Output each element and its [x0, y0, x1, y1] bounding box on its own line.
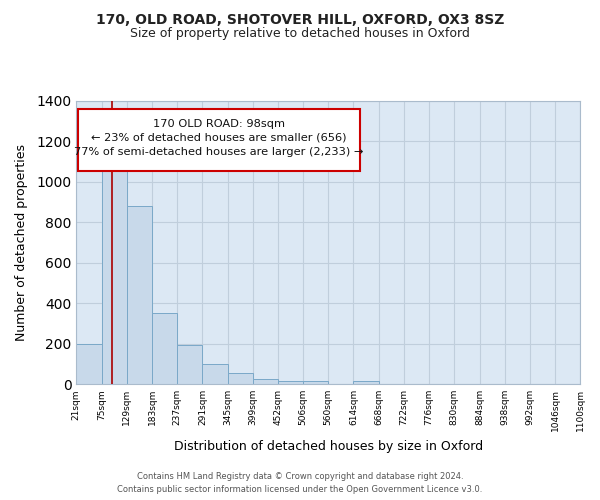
Bar	[303, 381, 328, 384]
Text: Contains public sector information licensed under the Open Government Licence v3: Contains public sector information licen…	[118, 485, 482, 494]
Bar	[278, 381, 303, 384]
Bar	[152, 314, 177, 384]
Bar	[76, 344, 101, 384]
Bar	[228, 373, 253, 384]
X-axis label: Distribution of detached houses by size in Oxford: Distribution of detached houses by size …	[174, 440, 483, 452]
Bar	[253, 379, 278, 384]
Text: 170, OLD ROAD, SHOTOVER HILL, OXFORD, OX3 8SZ: 170, OLD ROAD, SHOTOVER HILL, OXFORD, OX…	[96, 12, 504, 26]
Bar	[202, 364, 228, 384]
Bar	[127, 206, 152, 384]
Text: Contains HM Land Registry data © Crown copyright and database right 2024.: Contains HM Land Registry data © Crown c…	[137, 472, 463, 481]
Y-axis label: Number of detached properties: Number of detached properties	[15, 144, 28, 341]
Bar	[353, 381, 379, 384]
Text: 170 OLD ROAD: 98sqm
← 23% of detached houses are smaller (656)
77% of semi-detac: 170 OLD ROAD: 98sqm ← 23% of detached ho…	[74, 118, 364, 156]
Bar	[101, 157, 127, 384]
Bar	[177, 344, 202, 384]
Text: Size of property relative to detached houses in Oxford: Size of property relative to detached ho…	[130, 28, 470, 40]
